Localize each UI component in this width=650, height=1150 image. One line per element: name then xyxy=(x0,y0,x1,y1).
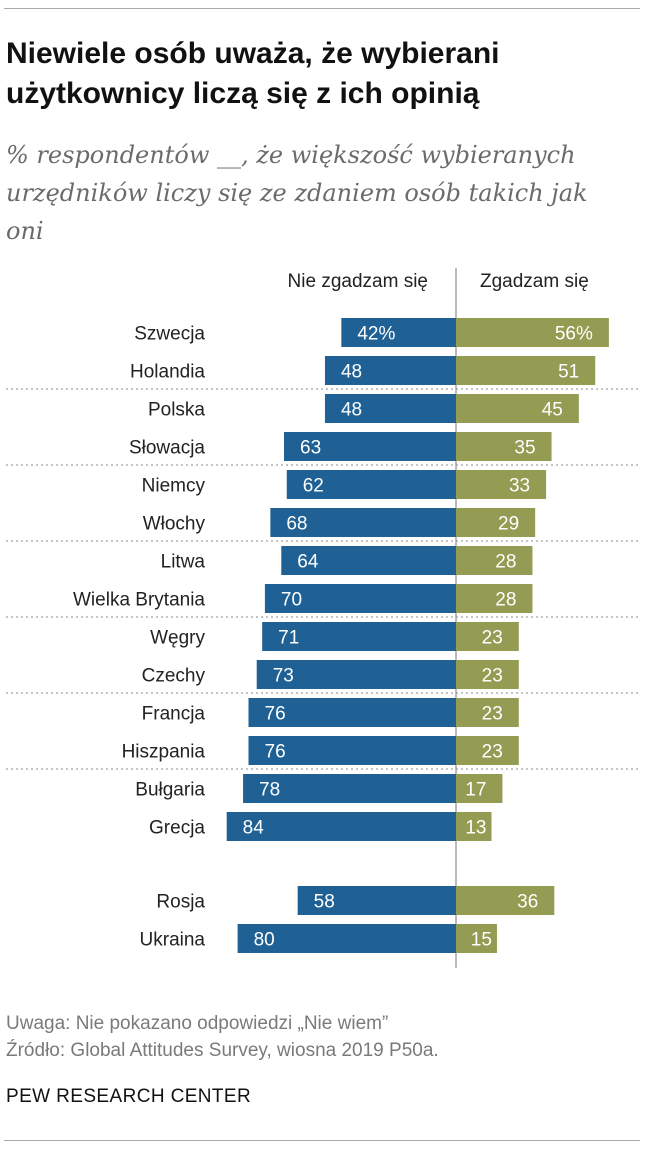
category-label-hiszpania: Hiszpania xyxy=(122,742,206,763)
value-label-disagree-holandia: 48 xyxy=(341,362,362,383)
top-rule xyxy=(4,8,640,9)
value-label-disagree-bulgaria: 78 xyxy=(259,780,280,801)
category-label-bulgaria: Bułgaria xyxy=(135,780,205,801)
bar-disagree-niemcy xyxy=(286,470,456,499)
bar-disagree-litwa xyxy=(281,546,456,575)
value-label-agree-holandia: 51 xyxy=(558,362,579,383)
value-label-disagree-czechy: 73 xyxy=(273,666,294,687)
value-label-agree-wegry: 23 xyxy=(482,628,503,649)
value-label-disagree-wegry: 71 xyxy=(278,628,299,649)
diverging-bar-chart: Nie zgadzam się Zgadzam się Szwecja 42% 56% H… xyxy=(6,268,640,968)
value-label-agree-slowacja: 35 xyxy=(514,438,535,459)
bar-agree-grecja xyxy=(456,812,492,841)
bar-agree-litwa xyxy=(456,546,533,575)
bar-agree-szwecja xyxy=(456,318,609,347)
category-label-holandia: Holandia xyxy=(130,362,205,383)
category-label-polska: Polska xyxy=(148,400,205,421)
value-label-agree-bulgaria: 17 xyxy=(465,780,486,801)
bar-disagree-wlochy xyxy=(270,508,456,537)
footer-note: Uwaga: Nie pokazano odpowiedzi „Nie wiem… xyxy=(6,1013,389,1034)
category-label-czechy: Czechy xyxy=(142,666,206,687)
value-label-disagree-hiszpania: 76 xyxy=(265,742,286,763)
category-label-grecja: Grecja xyxy=(149,818,205,839)
value-label-agree-czechy: 23 xyxy=(482,666,503,687)
value-label-disagree-wlochy: 68 xyxy=(286,514,307,535)
bar-agree-hiszpania xyxy=(456,736,519,765)
bar-disagree-holandia xyxy=(324,356,456,385)
bar-disagree-grecja xyxy=(226,812,456,841)
bar-agree-slowacja xyxy=(456,432,552,461)
value-label-disagree-rosja: 58 xyxy=(314,892,335,913)
value-label-disagree-ukraina: 80 xyxy=(254,930,275,951)
bottom-rule xyxy=(4,1140,640,1141)
bar-disagree-francja xyxy=(248,698,456,727)
bar-disagree-slowacja xyxy=(284,432,456,461)
bar-agree-ukraina xyxy=(456,924,497,953)
bar-disagree-czechy xyxy=(256,660,456,689)
bar-agree-wielka-brytania xyxy=(456,584,533,613)
legend-disagree: Nie zgadzam się xyxy=(288,271,428,292)
chart-subtitle: % respondentów __, że większość wybieran… xyxy=(6,141,588,245)
category-label-niemcy: Niemcy xyxy=(142,476,206,497)
value-label-disagree-wielka-brytania: 70 xyxy=(281,590,302,611)
footer-source: Źródło: Global Attitudes Survey, wiosna … xyxy=(6,1040,439,1061)
category-label-ukraina: Ukraina xyxy=(140,930,206,951)
value-label-agree-grecja: 13 xyxy=(465,818,486,839)
value-label-disagree-litwa: 64 xyxy=(297,552,319,573)
value-label-agree-ukraina: 15 xyxy=(471,930,492,951)
value-label-disagree-grecja: 84 xyxy=(243,818,265,839)
bar-disagree-wegry xyxy=(262,622,456,651)
category-label-wlochy: Włochy xyxy=(143,514,206,535)
bar-agree-czechy xyxy=(456,660,519,689)
bar-disagree-bulgaria xyxy=(243,774,456,803)
value-label-agree-litwa: 28 xyxy=(495,552,516,573)
bar-disagree-polska xyxy=(324,394,456,423)
value-label-disagree-slowacja: 63 xyxy=(300,438,321,459)
category-label-wielka-brytania: Wielka Brytania xyxy=(73,590,205,611)
organization-name: PEW RESEARCH CENTER xyxy=(6,1086,252,1107)
category-label-litwa: Litwa xyxy=(161,552,206,573)
bar-agree-rosja xyxy=(456,886,555,915)
value-label-agree-rosja: 36 xyxy=(517,892,538,913)
value-label-agree-wlochy: 29 xyxy=(498,514,519,535)
value-label-disagree-szwecja: 42% xyxy=(357,324,395,345)
category-label-francja: Francja xyxy=(142,704,206,725)
category-label-rosja: Rosja xyxy=(156,892,205,913)
bar-disagree-szwecja xyxy=(341,318,456,347)
value-label-agree-hiszpania: 23 xyxy=(482,742,503,763)
value-label-disagree-polska: 48 xyxy=(341,400,362,421)
chart-title: Niewiele osób uważa, że wybierani użytko… xyxy=(6,37,500,110)
bar-agree-holandia xyxy=(456,356,596,385)
footer: Uwaga: Nie pokazano odpowiedzi „Nie wiem… xyxy=(6,1010,636,1064)
value-label-disagree-niemcy: 62 xyxy=(303,476,324,497)
bar-agree-niemcy xyxy=(456,470,547,499)
bar-disagree-ukraina xyxy=(237,924,456,953)
category-label-slowacja: Słowacja xyxy=(129,438,205,459)
bar-agree-francja xyxy=(456,698,519,727)
value-label-agree-szwecja: 56% xyxy=(555,324,593,345)
value-label-agree-niemcy: 33 xyxy=(509,476,530,497)
bar-disagree-hiszpania xyxy=(248,736,456,765)
legend-agree: Zgadzam się xyxy=(480,271,589,292)
value-label-agree-wielka-brytania: 28 xyxy=(495,590,516,611)
bar-agree-wlochy xyxy=(456,508,536,537)
bar-disagree-rosja xyxy=(297,886,456,915)
value-label-disagree-francja: 76 xyxy=(265,704,286,725)
category-label-wegry: Węgry xyxy=(150,628,205,649)
bar-agree-wegry xyxy=(456,622,519,651)
bar-disagree-wielka-brytania xyxy=(264,584,456,613)
category-label-szwecja: Szwecja xyxy=(134,324,205,345)
bar-agree-bulgaria xyxy=(456,774,503,803)
bar-agree-polska xyxy=(456,394,579,423)
value-label-agree-polska: 45 xyxy=(542,400,563,421)
value-label-agree-francja: 23 xyxy=(482,704,503,725)
